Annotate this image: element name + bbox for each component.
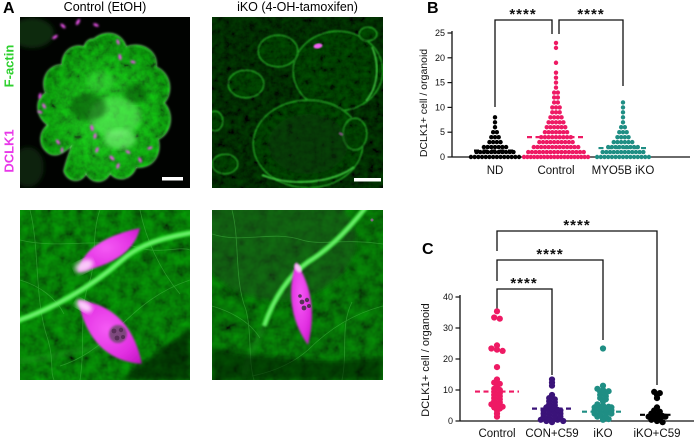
tuft-cell-spots: [313, 43, 344, 136]
nucleus: [109, 325, 127, 343]
micrograph-iko-overview: [212, 17, 383, 188]
series-dots-iKO+C59: [645, 388, 669, 426]
svg-text:30: 30: [443, 323, 453, 333]
significance-stars: ****: [536, 246, 563, 263]
series-dots-Control: [488, 308, 506, 420]
significance-bracket: [496, 230, 658, 385]
tuft-cell: [291, 262, 312, 345]
channel-label-dclk1: DCLK1: [1, 129, 17, 173]
svg-text:40: 40: [443, 292, 453, 302]
nucleus: [298, 294, 311, 311]
svg-text:25: 25: [435, 28, 445, 38]
svg-text:10: 10: [435, 102, 445, 112]
significance-bracket: [496, 259, 604, 340]
svg-text:0: 0: [440, 152, 445, 162]
series-dots-MYO5B iKO: [594, 100, 652, 160]
svg-text:20: 20: [443, 354, 453, 364]
scale-bar: [162, 177, 183, 181]
svg-text:DCLK1+ cell / organoid: DCLK1+ cell / organoid: [418, 49, 430, 157]
panel-c-label: C: [422, 241, 434, 258]
svg-text:20: 20: [435, 53, 445, 63]
significance-stars: ****: [510, 275, 537, 292]
tuft-cell: [74, 228, 140, 273]
significance-stars: ****: [509, 6, 536, 23]
significance-stars: ****: [577, 6, 604, 23]
panel-a-label: A: [3, 0, 15, 17]
tuft-cell: [75, 299, 142, 364]
category-label: ND: [487, 165, 504, 177]
panel-a-title-iko: iKO (4-OH-tamoxifen): [237, 0, 358, 14]
significance-bracket: [494, 19, 553, 107]
svg-text:DCLK1+ cell / organoid: DCLK1+ cell / organoid: [420, 303, 432, 416]
svg-text:5: 5: [440, 127, 445, 137]
panel-a-title-control: Control (EtOH): [63, 0, 147, 14]
significance-bracket: [558, 19, 624, 86]
category-label: Control: [537, 165, 574, 177]
category-label: iKO+C59: [634, 428, 681, 440]
channel-label-factin: F-actin: [1, 44, 17, 88]
significance-stars: ****: [563, 217, 590, 234]
svg-text:15: 15: [435, 78, 445, 88]
micrograph-control-overview: [20, 17, 190, 188]
panel-b-chart: 0 5 10 15 20 25 DCLK1+ cell / organoid **** ****…: [418, 6, 690, 177]
micrograph-iko-zoom: [212, 210, 383, 380]
tuft-cell-spots: [37, 18, 153, 169]
significance-bracket: [496, 288, 553, 375]
series-dots-ND: [468, 115, 522, 160]
series-dots-iKO: [591, 345, 615, 423]
category-label: MYO5B iKO: [592, 165, 655, 177]
scale-bar: [354, 178, 381, 182]
series-dots-CON+C59: [537, 376, 567, 426]
svg-text:0: 0: [448, 416, 453, 426]
category-label: Control: [478, 428, 515, 440]
category-label: CON+C59: [525, 428, 578, 440]
panel-b-label: B: [427, 0, 439, 17]
category-label: iKO: [593, 428, 612, 440]
micrograph-control-zoom: [20, 210, 190, 380]
series-dots-Control: [521, 40, 591, 160]
actin-mesh: [20, 210, 190, 380]
svg-text:10: 10: [443, 385, 453, 395]
organoid-lobe: [212, 210, 356, 300]
